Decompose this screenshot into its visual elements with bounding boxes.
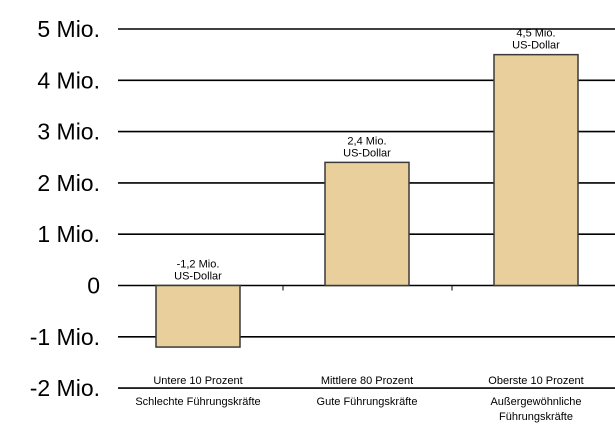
data-label: 4,5 Mio. [516,28,555,40]
x-category-label: Außergewöhnliche [490,396,581,408]
y-tick-label: 4 Mio. [37,67,100,93]
bar-2 [493,53,579,287]
x-category-label: Gute Führungskräfte [317,396,418,408]
y-tick-label: 2 Mio. [37,170,100,196]
x-category-label: Führungskräfte [499,411,573,423]
x-axis-categories: Untere 10 Prozent Schlechte Führungskräft… [135,375,583,423]
data-label: US-Dollar [343,147,391,159]
data-label: US-Dollar [174,271,222,283]
bar-1 [324,161,410,287]
y-tick-label: -1 Mio. [30,324,100,350]
x-category-label: Schlechte Führungskräfte [135,396,260,408]
y-tick-label: -2 Mio. [30,375,100,401]
bars [155,53,579,348]
y-tick-label: 0 [87,273,100,299]
data-label: 2,4 Mio. [347,135,386,147]
x-category-label: Mittlere 80 Prozent [321,375,413,387]
x-category-label: Untere 10 Prozent [153,375,242,387]
y-tick-label: 5 Mio. [37,16,100,42]
y-axis-ticks: 5 Mio. 4 Mio. 3 Mio. 2 Mio. 1 Mio. 0 -1 Mio. -2… [30,16,100,401]
y-tick-label: 3 Mio. [37,119,100,145]
data-label: US-Dollar [512,40,560,52]
data-label: -1,2 Mio. [177,259,220,271]
x-category-label: Oberste 10 Prozent [488,375,583,387]
bar-0 [155,284,241,348]
y-tick-label: 1 Mio. [37,221,100,247]
